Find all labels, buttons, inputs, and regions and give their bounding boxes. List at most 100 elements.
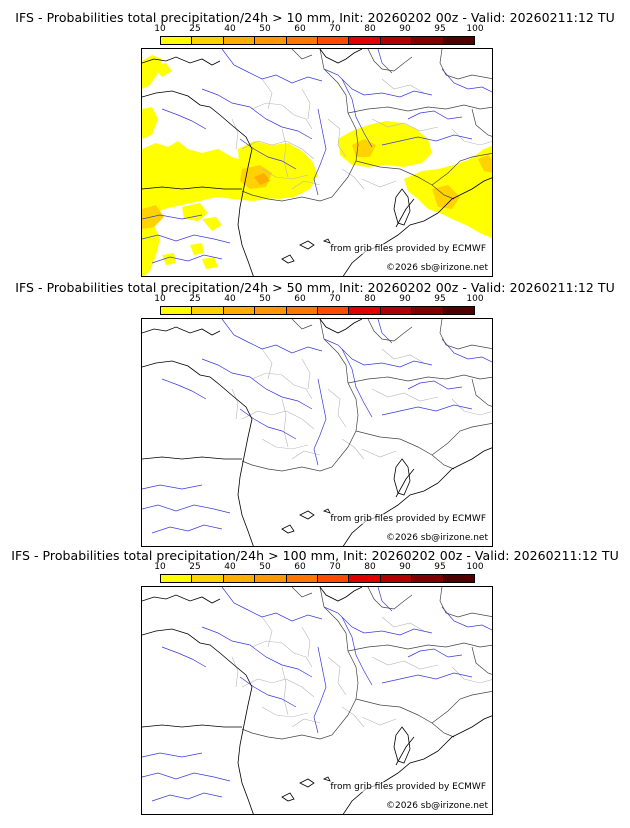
colorbar-segment — [255, 37, 287, 44]
river — [323, 68, 433, 98]
coastline — [322, 776, 331, 782]
colorbar-tick-label: 60 — [294, 294, 306, 304]
colorbar-segment — [223, 307, 256, 314]
colorbar-segment — [161, 575, 193, 582]
colorbar — [160, 306, 475, 315]
river — [221, 319, 323, 354]
river — [151, 792, 223, 802]
colorbar-tick-label: 100 — [466, 562, 484, 572]
region-boundary — [291, 718, 321, 728]
colorbar-segment — [192, 307, 224, 314]
precip-probability-area — [202, 257, 218, 269]
river — [239, 138, 297, 170]
colorbar-segment — [318, 37, 350, 44]
colorbar-segment — [192, 37, 224, 44]
colorbar — [160, 574, 475, 583]
colorbar-tick-label: 80 — [364, 24, 376, 34]
coastline — [142, 90, 254, 276]
colorbar-segment — [161, 307, 193, 314]
country-border — [471, 108, 492, 137]
country-border — [439, 319, 492, 350]
coastline — [437, 715, 492, 752]
coastline — [395, 468, 415, 498]
colorbar-segment — [349, 307, 381, 314]
country-border — [471, 378, 492, 407]
region-boundary — [291, 450, 321, 460]
river — [239, 676, 297, 708]
coastline — [142, 360, 254, 546]
colorbar-tick-label: 10 — [154, 294, 166, 304]
region-boundary — [341, 438, 365, 460]
country-border — [355, 160, 455, 200]
region-boundary — [381, 78, 425, 94]
coastline — [395, 736, 415, 766]
country-border — [471, 646, 492, 675]
river — [441, 606, 492, 631]
country-border — [431, 423, 492, 456]
region-boundary — [361, 716, 397, 726]
colorbar-tick-label: 70 — [329, 24, 341, 34]
river — [151, 254, 223, 264]
river — [341, 78, 373, 148]
precip-probability-area — [190, 243, 204, 255]
coastline — [281, 792, 295, 802]
colorbar-tick-label: 100 — [466, 294, 484, 304]
river — [377, 319, 393, 344]
colorbar-tick-label: 25 — [189, 294, 201, 304]
colorbar-segment — [443, 37, 475, 44]
region-boundary — [341, 168, 365, 190]
coastline — [393, 726, 411, 764]
region-boundary — [241, 678, 315, 698]
colorbar — [160, 36, 475, 45]
precip-probability-area — [142, 205, 164, 229]
coastline — [299, 240, 315, 250]
region-boundary — [261, 168, 309, 180]
region-boundary — [451, 128, 492, 146]
precip-probability-area — [142, 55, 162, 89]
river — [142, 214, 203, 220]
region-boundary — [327, 118, 347, 158]
region-boundary — [451, 666, 492, 684]
river — [377, 49, 393, 74]
precip-probability-area — [142, 107, 158, 139]
region-boundary — [251, 372, 313, 400]
coastline — [142, 56, 221, 66]
region-boundary — [381, 348, 425, 364]
colorbar-tick-label: 80 — [364, 294, 376, 304]
river — [201, 358, 313, 410]
river — [142, 772, 231, 782]
country-border — [355, 430, 455, 470]
country-border — [367, 319, 413, 342]
region-boundary — [327, 388, 347, 428]
region-boundary — [371, 118, 439, 132]
river — [323, 338, 433, 368]
colorbar-tick-label: 10 — [154, 24, 166, 34]
coastline — [437, 447, 492, 484]
river — [161, 646, 207, 668]
precip-probability-area — [182, 203, 208, 221]
region-boundary — [327, 656, 347, 696]
river — [142, 484, 203, 490]
river — [161, 108, 207, 130]
panel-title: IFS - Probabilities total precipitation/… — [15, 10, 615, 25]
colorbar-segment — [286, 37, 319, 44]
country-border — [241, 319, 359, 472]
colorbar-tick-label: 50 — [259, 562, 271, 572]
river — [313, 108, 327, 196]
region-boundary — [251, 102, 313, 130]
source-credit: from grib files provided by ECMWF — [330, 514, 486, 524]
colorbar-tick-label: 25 — [189, 24, 201, 34]
coastline — [342, 750, 439, 814]
region-boundary — [231, 118, 239, 150]
colorbar-tick-label: 70 — [329, 562, 341, 572]
region-boundary — [281, 666, 289, 716]
colorbar-tick-label: 80 — [364, 562, 376, 572]
precip-probability-area — [254, 173, 270, 185]
region-boundary — [261, 348, 273, 380]
region-boundary — [301, 358, 311, 390]
region-boundary — [231, 656, 239, 688]
copyright-credit: ©2026 sb@irizone.net — [386, 263, 488, 273]
source-credit: from grib files provided by ECMWF — [330, 782, 486, 792]
coastline — [281, 524, 295, 534]
coastline — [393, 458, 411, 496]
